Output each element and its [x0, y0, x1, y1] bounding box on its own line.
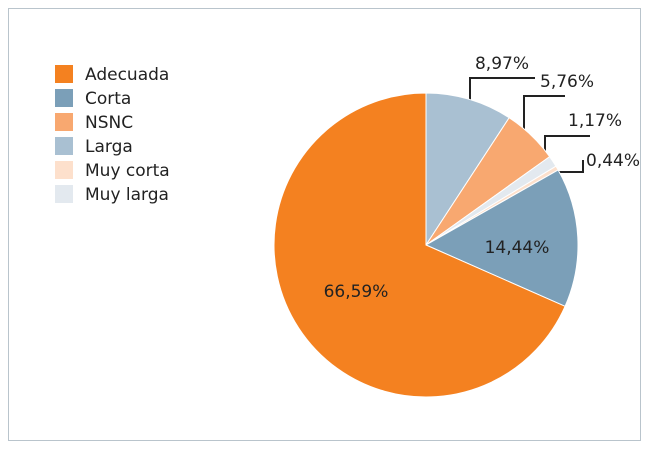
legend-label: Muy larga [85, 185, 169, 205]
legend-swatch [55, 137, 73, 155]
legend-label: NSNC [85, 113, 133, 133]
data-label: 66,59% [324, 282, 389, 302]
legend-swatch [55, 161, 73, 179]
data-label: 8,97% [475, 54, 529, 74]
legend-swatch [55, 65, 73, 83]
pie-slice [425, 92, 510, 247]
legend-swatch [55, 185, 73, 203]
data-label: 1,17% [568, 111, 622, 131]
legend-swatch [55, 113, 73, 131]
data-label: 14,44% [485, 238, 550, 258]
pie-slice [273, 92, 566, 398]
legend-label: Larga [85, 137, 133, 157]
data-label: 5,76% [540, 72, 594, 92]
legend-swatch [55, 89, 73, 107]
legend-label: Corta [85, 89, 131, 109]
legend-label: Muy corta [85, 161, 170, 181]
legend-label: Adecuada [85, 65, 169, 85]
data-label: 0,44% [586, 151, 640, 171]
leader-line [553, 160, 584, 173]
pie-slice [424, 169, 579, 308]
leader-line [523, 95, 565, 140]
